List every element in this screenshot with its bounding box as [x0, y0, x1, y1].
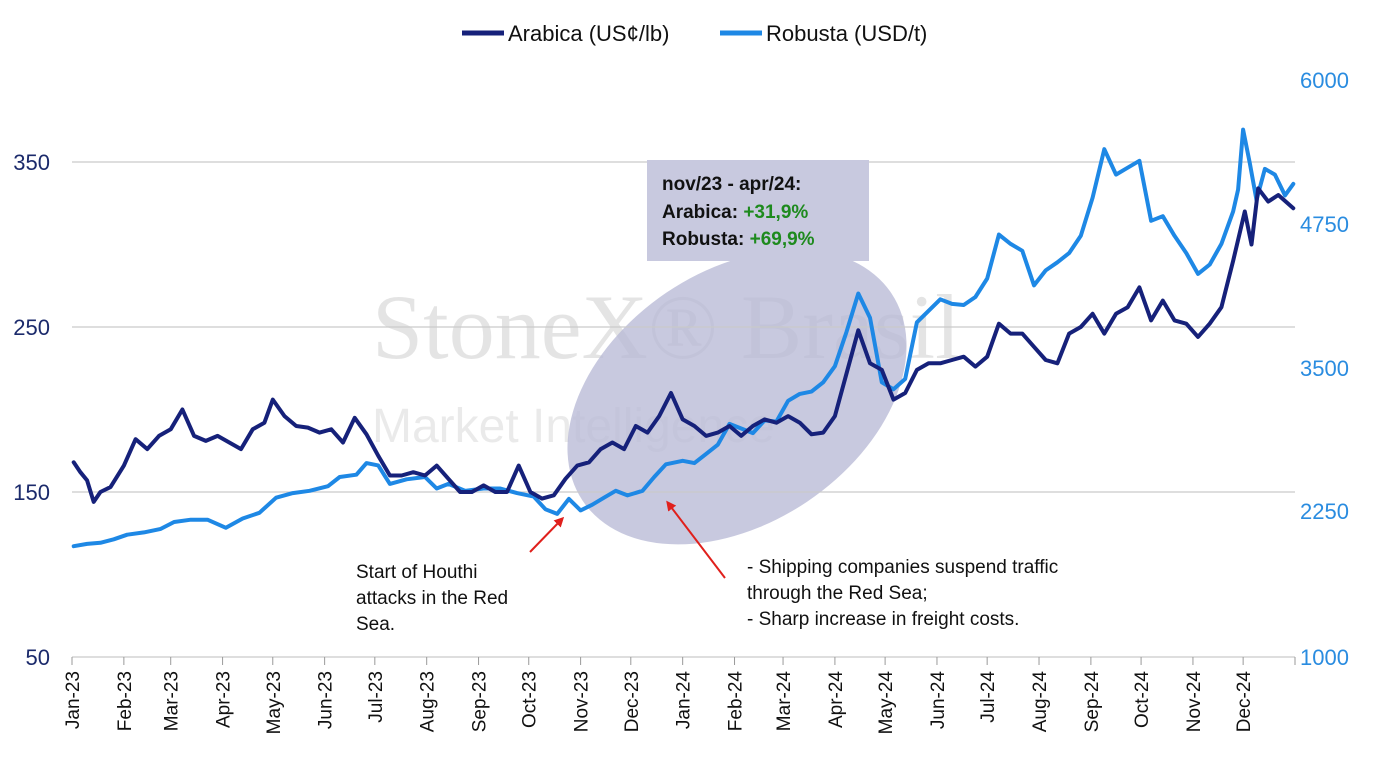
x-axis: Jan-23 Feb-23 Mar-23 Apr-23 May-23 Jun-23 Jul-… [63, 657, 1296, 735]
left-tick-250: 250 [13, 315, 50, 340]
x-tick-label: Sep-23 [470, 671, 491, 732]
arrow-note-1 [529, 516, 565, 553]
x-tick-label: Apr-23 [214, 671, 235, 728]
summary-period: nov/23 - apr/24: [662, 174, 801, 195]
right-tick-4750: 4750 [1300, 212, 1349, 237]
x-tick-label: Jan-24 [674, 671, 695, 730]
note-2-line-3: - Sharp increase in freight costs. [747, 609, 1019, 630]
summary-robusta-value: +69,9% [750, 229, 815, 250]
x-tick-label: Feb-23 [115, 671, 136, 731]
right-tick-6000: 6000 [1300, 68, 1349, 93]
note-houthi: Start of Houthi attacks in the Red Sea. [356, 562, 508, 635]
x-tick-label: Jul-23 [366, 671, 387, 723]
note-1-line-3: Sea. [356, 614, 395, 635]
x-tick-label: Sep-24 [1082, 671, 1103, 733]
note-2-line-2: through the Red Sea; [747, 583, 928, 604]
x-tick-label: Aug-24 [1030, 671, 1051, 733]
summary-arabica: Arabica: +31,9% [662, 202, 808, 223]
x-tick-label: Dec-24 [1234, 671, 1255, 733]
x-tick-label: Oct-23 [520, 671, 541, 728]
x-tick-label: Oct-24 [1132, 671, 1153, 728]
right-axis: 6000 4750 3500 2250 1000 [1300, 68, 1349, 670]
right-tick-1000: 1000 [1300, 645, 1349, 670]
right-tick-3500: 3500 [1300, 356, 1349, 381]
x-tick-label: Aug-23 [418, 671, 439, 732]
summary-robusta-label: Robusta: [662, 229, 744, 250]
x-tick-label: Mar-24 [774, 671, 795, 732]
right-tick-2250: 2250 [1300, 499, 1349, 524]
x-tick-label: Jan-23 [63, 671, 84, 729]
x-tick-label: Mar-23 [162, 671, 183, 731]
legend-label-arabica: Arabica (US¢/lb) [508, 21, 669, 46]
note-1-line-1: Start of Houthi [356, 562, 477, 583]
series-line-robusta [71, 127, 1296, 549]
x-tick-label: May-23 [264, 671, 285, 734]
legend: Arabica (US¢/lb) Robusta (USD/t) [462, 21, 927, 46]
x-tick-label: Jul-24 [978, 671, 999, 723]
summary-arabica-value: +31,9% [743, 202, 808, 223]
summary-robusta: Robusta: +69,9% [662, 229, 815, 250]
arrow-note-2 [666, 500, 726, 579]
note-1-line-2: attacks in the Red [356, 588, 508, 609]
note-2-line-1: - Shipping companies suspend traffic [747, 557, 1058, 578]
x-tick-label: Nov-23 [572, 671, 593, 732]
x-tick-label: Nov-24 [1184, 671, 1205, 733]
x-tick-label: Jun-24 [928, 671, 949, 730]
highlight-ellipse [567, 249, 907, 545]
x-tick-label: Apr-24 [826, 671, 847, 728]
left-tick-150: 150 [13, 480, 50, 505]
x-tick-label: Dec-23 [622, 671, 643, 732]
series-line-arabica [71, 186, 1296, 504]
x-tick-label: Feb-24 [726, 671, 747, 732]
x-tick-label: May-24 [876, 671, 897, 735]
left-tick-50: 50 [26, 645, 50, 670]
summary-box: nov/23 - apr/24: Arabica: +31,9% Robusta… [647, 160, 869, 261]
summary-arabica-label: Arabica: [662, 202, 738, 223]
note-shipping: - Shipping companies suspend traffic thr… [747, 557, 1058, 630]
summary-box-bg [647, 160, 869, 261]
left-axis: 350 250 150 50 [13, 150, 50, 670]
legend-label-robusta: Robusta (USD/t) [766, 21, 927, 46]
left-tick-350: 350 [13, 150, 50, 175]
x-tick-label: Jun-23 [316, 671, 337, 729]
